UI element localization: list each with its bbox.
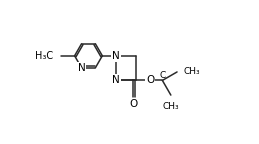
- Text: C: C: [159, 71, 166, 79]
- Text: N: N: [78, 63, 85, 73]
- Text: N: N: [112, 51, 120, 61]
- Text: N: N: [112, 75, 120, 85]
- Text: CH₃: CH₃: [163, 102, 179, 111]
- Text: O: O: [146, 75, 154, 85]
- Text: H₃C: H₃C: [35, 51, 53, 61]
- Text: O: O: [129, 99, 137, 109]
- Text: CH₃: CH₃: [183, 67, 200, 76]
